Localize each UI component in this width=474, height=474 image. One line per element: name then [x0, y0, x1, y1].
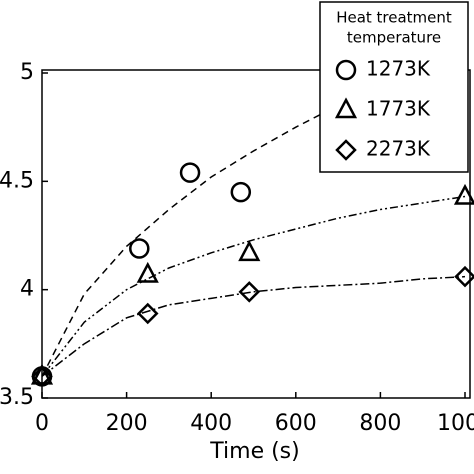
x-tick-label: 0 [35, 411, 49, 436]
marker [31, 365, 53, 388]
y-tick-label: 4.5 [0, 168, 34, 193]
x-tick-label: 600 [275, 411, 317, 436]
marker [179, 162, 201, 183]
x-axis-label: Time (s) [209, 439, 299, 464]
marker [230, 181, 252, 203]
marker [454, 265, 474, 288]
fit-line [41, 275, 466, 377]
marker [335, 59, 357, 81]
x-tick-label: 800 [359, 411, 401, 436]
fit-line [41, 195, 466, 377]
legend-title: temperature [347, 29, 441, 47]
y-tick-label: 3.5 [0, 385, 34, 410]
x-tick-label: 400 [190, 411, 232, 436]
fit-line [41, 104, 339, 377]
y-tick-label: 4 [20, 277, 34, 302]
x-tick-label: 1000 [437, 411, 474, 436]
marker [453, 183, 474, 205]
legend-label: 1273K [366, 57, 431, 81]
marker [30, 363, 54, 385]
legend-title: Heat treatment [336, 9, 452, 27]
y-tick-label: 5 [20, 60, 34, 85]
marker [238, 240, 261, 262]
plot-frame [41, 69, 471, 399]
marker [129, 238, 150, 259]
marker [238, 281, 261, 303]
marker [334, 97, 358, 119]
x-tick-label: 200 [106, 411, 148, 436]
marker [136, 261, 159, 283]
marker [136, 302, 159, 325]
legend-label: 1773K [366, 97, 431, 121]
legend-label: 2273K [366, 137, 431, 161]
marker [335, 139, 357, 161]
